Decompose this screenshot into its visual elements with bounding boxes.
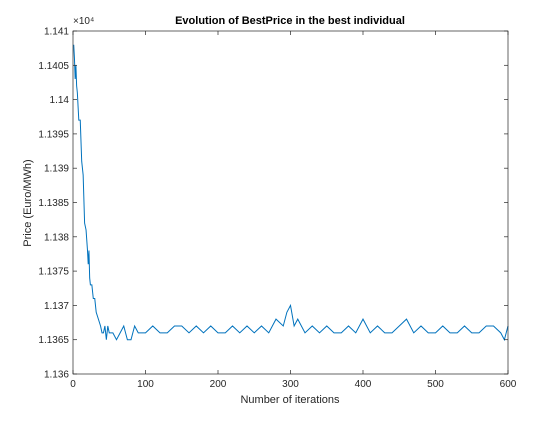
y-tick-label: 1.14 [50, 95, 70, 106]
x-tick-label: 500 [427, 379, 444, 390]
x-tick-label: 400 [355, 379, 372, 390]
series-line-1 [73, 44, 509, 342]
x-tick-label: 600 [500, 379, 517, 390]
x-tick-label: 300 [282, 379, 299, 390]
x-tick-label: 0 [70, 379, 76, 390]
y-tick-label: 1.1365 [38, 335, 69, 346]
y-tick-label: 1.1375 [38, 267, 69, 278]
y-tick-label: 1.1385 [38, 198, 69, 209]
plot-area-background [73, 31, 508, 374]
series-layer [73, 44, 509, 342]
y-tick-label: 1.1405 [38, 61, 69, 72]
x-axis-label: Number of iterations [240, 394, 340, 406]
y-axis-exponent-label: ×10⁴ [73, 16, 94, 27]
chart-title: Evolution of BestPrice in the best indiv… [175, 15, 405, 27]
y-tick-label: 1.137 [44, 301, 69, 312]
y-tick-label: 1.1395 [38, 129, 69, 140]
x-tick-label: 200 [210, 379, 227, 390]
y-tick-label: 1.141 [44, 27, 69, 38]
x-tick-label: 100 [137, 379, 154, 390]
y-tick-label: 1.139 [44, 164, 69, 175]
y-axis-label: Price (Euro/MWh) [22, 159, 34, 246]
y-tick-label: 1.138 [44, 232, 69, 243]
y-tick-label: 1.136 [44, 370, 69, 381]
x-axis-ticks: 0 100 200 300 400 500 600 [70, 31, 517, 390]
y-axis-ticks: 1.136 1.1365 1.137 1.1375 1.138 1.1385 1.139 1.… [38, 27, 508, 381]
